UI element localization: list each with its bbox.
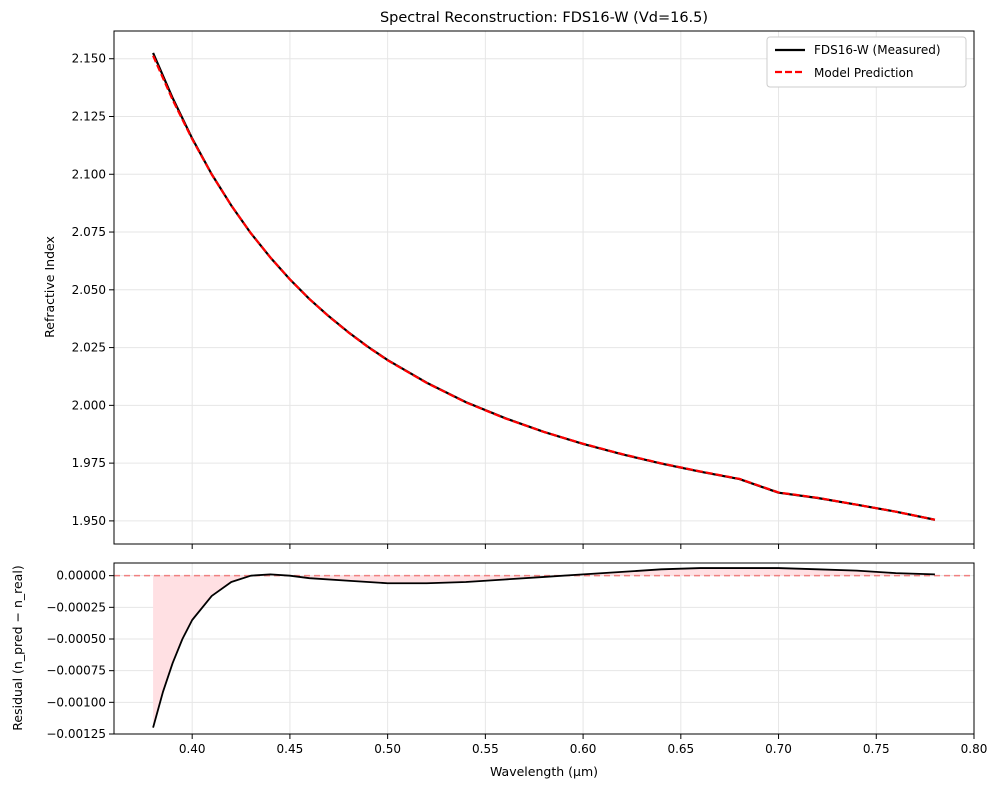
- legend-box: [766, 36, 967, 88]
- top-x-ticks: [191, 544, 975, 549]
- top-y-tick-label: 1.950: [72, 514, 106, 528]
- top-y-tick-label: 2.000: [72, 398, 106, 412]
- bottom-y-axis-label: Residual (n_pred − n_real): [10, 565, 25, 730]
- bottom-y-tick-label: −0.00100: [46, 695, 106, 709]
- bottom-x-tick-label: 0.65: [667, 742, 694, 756]
- legend-model-label: Model Prediction: [814, 66, 913, 80]
- bottom-x-tick-label: 0.55: [472, 742, 499, 756]
- bottom-x-tick-label: 0.70: [765, 742, 792, 756]
- top-lines: [152, 52, 936, 521]
- top-y-axis-label: Refractive Index: [42, 236, 57, 338]
- top-panel: 1.950 1.975 2.000 2.025 2.050 2.075 2.100 2.125…: [42, 10, 975, 549]
- bottom-lines: [114, 567, 974, 728]
- top-y-tick-label: 2.125: [72, 110, 106, 124]
- bottom-y-ticks: −0.00125 −0.00100 −0.00075 −0.00050 −0.00025…: [46, 569, 114, 741]
- bottom-x-ticks: 0.40 0.45 0.50 0.55 0.60 0.65 0.70 0.75 0.80: [179, 734, 988, 756]
- bottom-x-tick-label: 0.40: [179, 742, 206, 756]
- top-y-tick-label: 2.150: [72, 52, 106, 66]
- chart-title: Spectral Reconstruction: FDS16-W (Vd=16.…: [380, 10, 708, 26]
- bottom-plot-area: [114, 563, 974, 734]
- top-y-ticks: 1.950 1.975 2.000 2.025 2.050 2.075 2.100 2.125…: [72, 52, 114, 528]
- bottom-x-tick-label: 0.80: [961, 742, 988, 756]
- top-y-tick-label: 2.100: [72, 167, 106, 181]
- bottom-x-tick-label: 0.50: [374, 742, 401, 756]
- residual-series-line: [152, 567, 935, 728]
- top-y-tick-label: 2.050: [72, 283, 106, 297]
- bottom-y-tick-label: −0.00050: [46, 632, 106, 646]
- top-y-tick-label: 1.975: [72, 456, 106, 470]
- bottom-plot-frame: [113, 562, 975, 735]
- top-y-tick-label: 2.025: [72, 341, 106, 355]
- bottom-x-tick-label: 0.45: [277, 742, 304, 756]
- bottom-y-tick-label: −0.00075: [46, 664, 106, 678]
- top-y-tick-label: 2.075: [72, 225, 106, 239]
- bottom-y-tick-label: −0.00125: [46, 727, 106, 741]
- bottom-x-axis-label: Wavelength (μm): [490, 764, 598, 779]
- bottom-x-tick-label: 0.60: [570, 742, 597, 756]
- bottom-y-tick-label: −0.00025: [46, 600, 106, 614]
- top-grid: [114, 31, 975, 544]
- model-series-line: [152, 55, 936, 521]
- top-plot-frame: [113, 30, 975, 545]
- legend: FDS16-W (Measured) Model Prediction: [766, 36, 967, 88]
- bottom-y-tick-label: 0.00000: [56, 569, 106, 583]
- bottom-x-tick-label: 0.75: [863, 742, 890, 756]
- bottom-panel: −0.00125 −0.00100 −0.00075 −0.00050 −0.00025…: [10, 562, 988, 779]
- top-plot-area: [114, 31, 974, 544]
- legend-measured-label: FDS16-W (Measured): [814, 43, 941, 57]
